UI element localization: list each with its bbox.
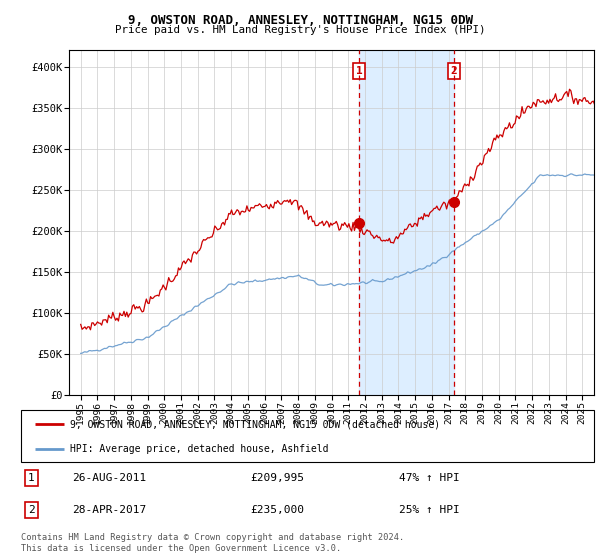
Text: 26-AUG-2011: 26-AUG-2011 — [73, 473, 147, 483]
Text: 9, OWSTON ROAD, ANNESLEY, NOTTINGHAM, NG15 0DW: 9, OWSTON ROAD, ANNESLEY, NOTTINGHAM, NG… — [128, 14, 473, 27]
Text: 25% ↑ HPI: 25% ↑ HPI — [399, 505, 460, 515]
Text: 1: 1 — [356, 66, 362, 76]
Text: Price paid vs. HM Land Registry's House Price Index (HPI): Price paid vs. HM Land Registry's House … — [115, 25, 485, 35]
Text: 1: 1 — [28, 473, 35, 483]
Text: £209,995: £209,995 — [250, 473, 304, 483]
Text: 2: 2 — [451, 66, 457, 76]
Text: 47% ↑ HPI: 47% ↑ HPI — [399, 473, 460, 483]
Text: Contains HM Land Registry data © Crown copyright and database right 2024.
This d: Contains HM Land Registry data © Crown c… — [21, 533, 404, 553]
Bar — [359, 50, 454, 395]
Text: HPI: Average price, detached house, Ashfield: HPI: Average price, detached house, Ashf… — [70, 444, 328, 454]
Text: 2: 2 — [28, 505, 35, 515]
Text: 28-APR-2017: 28-APR-2017 — [73, 505, 147, 515]
Text: 9, OWSTON ROAD, ANNESLEY, NOTTINGHAM, NG15 0DW (detached house): 9, OWSTON ROAD, ANNESLEY, NOTTINGHAM, NG… — [70, 419, 440, 430]
Text: £235,000: £235,000 — [250, 505, 304, 515]
